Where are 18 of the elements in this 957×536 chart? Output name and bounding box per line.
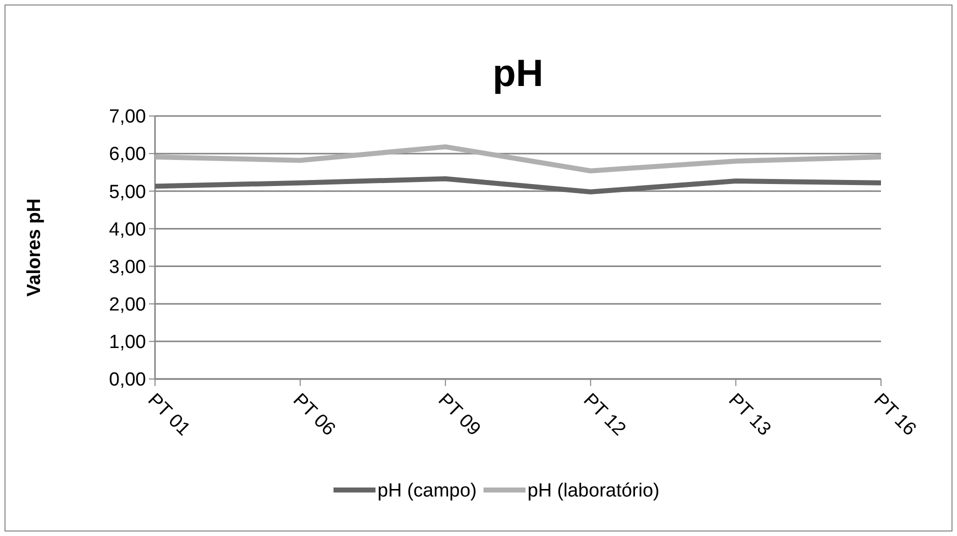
x-tick-label: PT 01: [143, 390, 194, 440]
y-tick-label: 4,00: [109, 219, 146, 240]
x-tick-label: PT 06: [288, 390, 340, 440]
chart-title: pH: [492, 53, 544, 95]
legend-label: pH (campo): [378, 480, 477, 502]
y-tick-label: 5,00: [109, 182, 146, 203]
y-tick-label: 0,00: [109, 370, 146, 391]
y-tick-label: 1,00: [109, 332, 146, 354]
x-tick-label: PT 16: [869, 390, 920, 440]
y-tick-label: 3,00: [109, 256, 146, 278]
y-axis-title: Valores pH: [24, 198, 45, 297]
x-tick-label: PT 09: [434, 390, 484, 440]
y-tick-label: 6,00: [109, 144, 146, 166]
x-tick-label: PT 13: [724, 390, 775, 440]
y-tick-label: 2,00: [109, 294, 146, 316]
y-tick-label: 7,00: [109, 106, 146, 128]
legend-label: pH (laboratório): [528, 480, 660, 502]
x-tick-label: PT 12: [579, 390, 630, 440]
